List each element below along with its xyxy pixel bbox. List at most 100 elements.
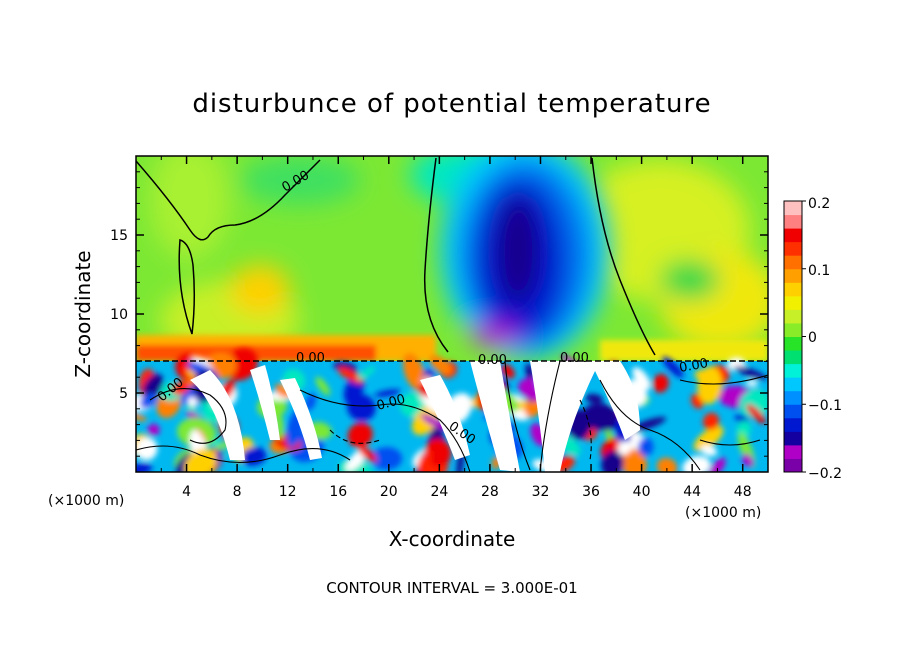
turbulent-blob [147, 423, 160, 436]
colorbar-swatch [784, 363, 802, 378]
x-tick-label: 28 [481, 484, 499, 500]
turbulent-blob [516, 400, 527, 411]
y-tick-label: 10 [110, 307, 128, 323]
plume-white-core [280, 378, 322, 460]
colorbar-swatch [784, 295, 802, 310]
x-unit-label: (×1000 m) [48, 493, 124, 509]
x-tick-label: 20 [380, 484, 398, 500]
turbulent-blob [347, 422, 373, 448]
zero-contours [136, 157, 656, 356]
warm-patch [230, 265, 290, 315]
contour-line [178, 239, 196, 335]
turbulent-blob [620, 448, 647, 472]
contour-line [591, 157, 656, 356]
turbulent-blob [140, 393, 157, 409]
turbulent-blob [371, 446, 403, 470]
colorbar-label: 0 [808, 330, 817, 346]
turbulent-blob [187, 396, 198, 408]
plume-white-core [470, 361, 520, 472]
upper-field [136, 156, 768, 361]
turbulent-blob [347, 393, 376, 422]
y-tick-label: 5 [119, 386, 128, 402]
colorbar-swatch [784, 390, 802, 405]
z-unit-label: (×1000 m) [685, 505, 761, 521]
colorbar-label: −0.2 [808, 466, 842, 482]
x-axis: 4 8 12 16 20 24 28 32 36 40 44 48 [160, 156, 752, 500]
turbulent-blob [601, 450, 624, 472]
colorbar-labels: 0.2 0.1 0 −0.1 −0.2 [808, 196, 842, 482]
x-tick-label: 44 [683, 484, 701, 500]
contour-line [504, 360, 531, 471]
turbulent-blob [617, 441, 632, 455]
turbulent-blob [734, 366, 767, 380]
contour-label: 0.00 [296, 351, 325, 366]
x-tick-label: 32 [532, 484, 550, 500]
colorbar-swatch [784, 404, 802, 419]
turbulent-blob [136, 463, 153, 472]
turbulent-blob [402, 353, 426, 391]
turbulent-blob [708, 457, 726, 472]
turbulent-blob [136, 437, 158, 461]
colorbar-swatch [784, 377, 802, 392]
y-axis: 5 10 15 [110, 171, 768, 457]
y-axis-title: Z-coordinate [71, 250, 95, 377]
turbulent-blob [638, 437, 654, 457]
colorbar-swatch [784, 417, 802, 432]
turbulent-blob [357, 366, 376, 380]
colorbar-swatch [784, 241, 802, 256]
x-tick-label: 4 [182, 484, 191, 500]
warm-patch [150, 156, 230, 260]
warm-boundary-band [600, 340, 768, 361]
plume-white-core [530, 361, 600, 472]
plot-area: 0.00 0.00 0.00 0.00 0.00 0.00 0.00 0.00 [136, 156, 768, 472]
colorbar-swatch [784, 214, 802, 229]
colorbar-swatch [784, 431, 802, 446]
colorbar-swatch [784, 268, 802, 283]
chart-title: disturbunce of potential temperature [192, 89, 711, 119]
x-tick-label: 48 [734, 484, 752, 500]
turbulent-blob [585, 393, 604, 404]
x-tick-label: 8 [233, 484, 242, 500]
x-tick-label: 36 [582, 484, 600, 500]
turbulent-blob [177, 371, 191, 381]
cold-plume-base [470, 323, 520, 347]
contour-line [149, 388, 227, 444]
lower-contours [136, 360, 768, 472]
colorbar-swatch [784, 350, 802, 365]
contour-line [299, 389, 471, 472]
colorbar-label: 0.2 [808, 196, 830, 212]
contour-line [539, 360, 561, 472]
colorbar-swatch [784, 282, 802, 297]
colorbar-swatch [784, 255, 802, 270]
contour-line [423, 157, 449, 353]
cold-plume-core [496, 195, 540, 305]
turbulent-blob [172, 380, 190, 396]
plume-white-core [250, 365, 280, 440]
colorbar-swatch [784, 336, 802, 351]
colorbar [783, 200, 806, 473]
turbulent-blob [142, 373, 164, 401]
turbulent-blob [501, 364, 515, 379]
plume-white-core [590, 361, 640, 440]
turbulent-blob [582, 403, 621, 431]
colorbar-swatch [784, 444, 802, 459]
turbulent-blob [304, 393, 317, 411]
turbulent-blob [632, 367, 651, 390]
contour-label: 0.00 [560, 351, 589, 366]
contour-label: 0.00 [478, 353, 507, 368]
x-axis-title: X-coordinate [389, 527, 516, 551]
colorbar-swatch [784, 201, 802, 216]
contour-line [136, 445, 351, 464]
turbulent-blob [700, 445, 718, 456]
colorbar-label: −0.1 [808, 398, 842, 414]
cool-patch [660, 260, 720, 300]
contour-label: 0.00 [375, 392, 407, 414]
y-tick-label: 15 [110, 228, 128, 244]
lower-field [136, 348, 768, 472]
x-tick-label: 24 [430, 484, 448, 500]
contour-interval-footer: CONTOUR INTERVAL = 3.000E-01 [326, 579, 577, 597]
turbulent-blob [745, 379, 758, 387]
colorbar-swatch [784, 458, 802, 473]
turbulent-blob [741, 453, 755, 468]
